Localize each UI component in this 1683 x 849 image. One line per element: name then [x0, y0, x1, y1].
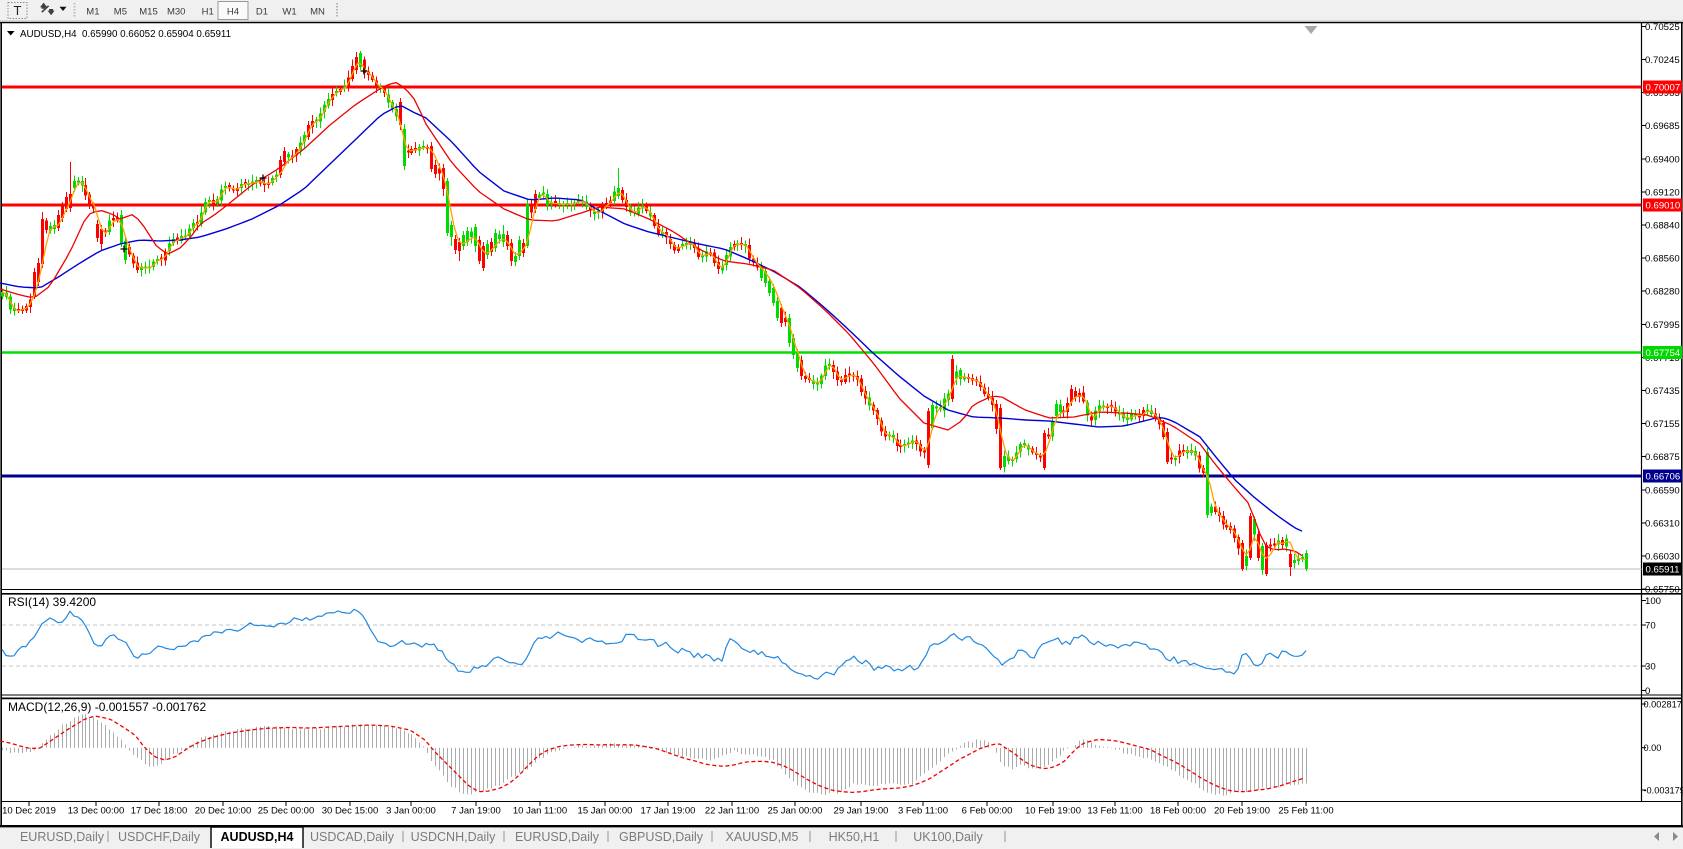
svg-text:17 Jan 19:00: 17 Jan 19:00	[641, 806, 696, 817]
svg-text:USDCAD,Daily: USDCAD,Daily	[310, 830, 395, 844]
svg-text:M30: M30	[167, 7, 185, 18]
svg-text:10 Feb 19:00: 10 Feb 19:00	[1025, 806, 1081, 817]
svg-text:70: 70	[1645, 621, 1656, 632]
svg-text:15 Jan 00:00: 15 Jan 00:00	[578, 806, 633, 817]
svg-text:0.70245: 0.70245	[1645, 55, 1680, 66]
svg-text:25 Feb 11:00: 25 Feb 11:00	[1278, 806, 1333, 817]
svg-text:H4: H4	[227, 7, 239, 18]
svg-text:29 Jan 19:00: 29 Jan 19:00	[834, 806, 889, 817]
svg-text:0.66590: 0.66590	[1645, 486, 1680, 497]
svg-text:10 Dec 2019: 10 Dec 2019	[2, 806, 56, 817]
svg-text:0.66706: 0.66706	[1646, 472, 1681, 483]
svg-text:HK50,H1: HK50,H1	[829, 830, 880, 844]
svg-text:0.69400: 0.69400	[1645, 155, 1680, 166]
svg-text:13 Feb 11:00: 13 Feb 11:00	[1087, 806, 1142, 817]
svg-text:100: 100	[1645, 596, 1661, 607]
svg-text:0.69120: 0.69120	[1645, 188, 1680, 199]
svg-text:M1: M1	[86, 7, 99, 18]
svg-text:0.65990 0.66052 0.65904 0.6591: 0.65990 0.66052 0.65904 0.65911	[82, 29, 231, 40]
svg-text:18 Feb 00:00: 18 Feb 00:00	[1150, 806, 1206, 817]
svg-text:3 Feb 11:00: 3 Feb 11:00	[898, 806, 948, 817]
svg-text:AUDUSD,H4: AUDUSD,H4	[20, 29, 77, 40]
svg-text:H1: H1	[202, 7, 214, 18]
svg-text:7 Jan 19:00: 7 Jan 19:00	[451, 806, 501, 817]
svg-text:USDCHF,Daily: USDCHF,Daily	[118, 830, 201, 844]
svg-text:17 Dec 18:00: 17 Dec 18:00	[131, 806, 188, 817]
svg-text:XAUUSD,M5: XAUUSD,M5	[726, 830, 799, 844]
svg-text:RSI(14) 39.4200: RSI(14) 39.4200	[8, 595, 96, 609]
svg-text:30: 30	[1645, 662, 1656, 673]
svg-text:20 Dec 10:00: 20 Dec 10:00	[195, 806, 252, 817]
svg-text:0.70007: 0.70007	[1646, 83, 1681, 94]
svg-text:25 Jan 00:00: 25 Jan 00:00	[768, 806, 823, 817]
svg-text:0: 0	[1645, 686, 1650, 697]
svg-text:0.66030: 0.66030	[1645, 552, 1680, 563]
svg-text:UK100,Daily: UK100,Daily	[913, 830, 983, 844]
svg-text:EURUSD,Daily: EURUSD,Daily	[515, 830, 600, 844]
svg-text:MACD(12,26,9) -0.001557 -0.001: MACD(12,26,9) -0.001557 -0.001762	[8, 700, 206, 714]
svg-text:D1: D1	[256, 7, 268, 18]
svg-text:0.69010: 0.69010	[1646, 201, 1681, 212]
svg-text:25 Dec 00:00: 25 Dec 00:00	[258, 806, 315, 817]
svg-text:20 Feb 19:00: 20 Feb 19:00	[1214, 806, 1270, 817]
svg-text:0.67155: 0.67155	[1645, 419, 1680, 430]
svg-text:0.65750: 0.65750	[1645, 585, 1680, 596]
svg-text:M15: M15	[139, 7, 157, 18]
svg-text:GBPUSD,Daily: GBPUSD,Daily	[619, 830, 704, 844]
svg-text:0.68840: 0.68840	[1645, 221, 1680, 232]
svg-text:0.65911: 0.65911	[1646, 565, 1680, 576]
svg-text:T: T	[14, 3, 22, 18]
svg-text:30 Dec 15:00: 30 Dec 15:00	[322, 806, 379, 817]
svg-text:0.002817: 0.002817	[1644, 699, 1682, 709]
svg-text:USDCNH,Daily: USDCNH,Daily	[411, 830, 496, 844]
svg-text:M5: M5	[114, 7, 127, 18]
svg-text:0.00: 0.00	[1644, 743, 1662, 753]
svg-text:10 Jan 11:00: 10 Jan 11:00	[513, 806, 567, 817]
svg-text:0.67435: 0.67435	[1645, 386, 1680, 397]
svg-text:6 Feb 00:00: 6 Feb 00:00	[962, 806, 1013, 817]
svg-text:22 Jan 11:00: 22 Jan 11:00	[705, 806, 759, 817]
svg-text:0.69685: 0.69685	[1645, 121, 1680, 132]
svg-text:W1: W1	[282, 7, 296, 18]
svg-text:EURUSD,Daily: EURUSD,Daily	[20, 830, 105, 844]
svg-text:MN: MN	[310, 7, 325, 18]
svg-text:3 Jan 00:00: 3 Jan 00:00	[386, 806, 436, 817]
svg-text:0.70525: 0.70525	[1645, 22, 1680, 33]
svg-text:13 Dec 00:00: 13 Dec 00:00	[68, 806, 125, 817]
svg-text:0.68560: 0.68560	[1645, 254, 1680, 265]
svg-text:0.67995: 0.67995	[1645, 320, 1680, 331]
svg-text:0.66875: 0.66875	[1645, 452, 1680, 463]
svg-text:0.66310: 0.66310	[1645, 519, 1680, 530]
svg-text:0.67754: 0.67754	[1646, 348, 1681, 359]
svg-text:AUDUSD,H4: AUDUSD,H4	[221, 830, 294, 844]
svg-text:-0.003179: -0.003179	[1644, 785, 1683, 795]
svg-text:0.68280: 0.68280	[1645, 287, 1680, 298]
